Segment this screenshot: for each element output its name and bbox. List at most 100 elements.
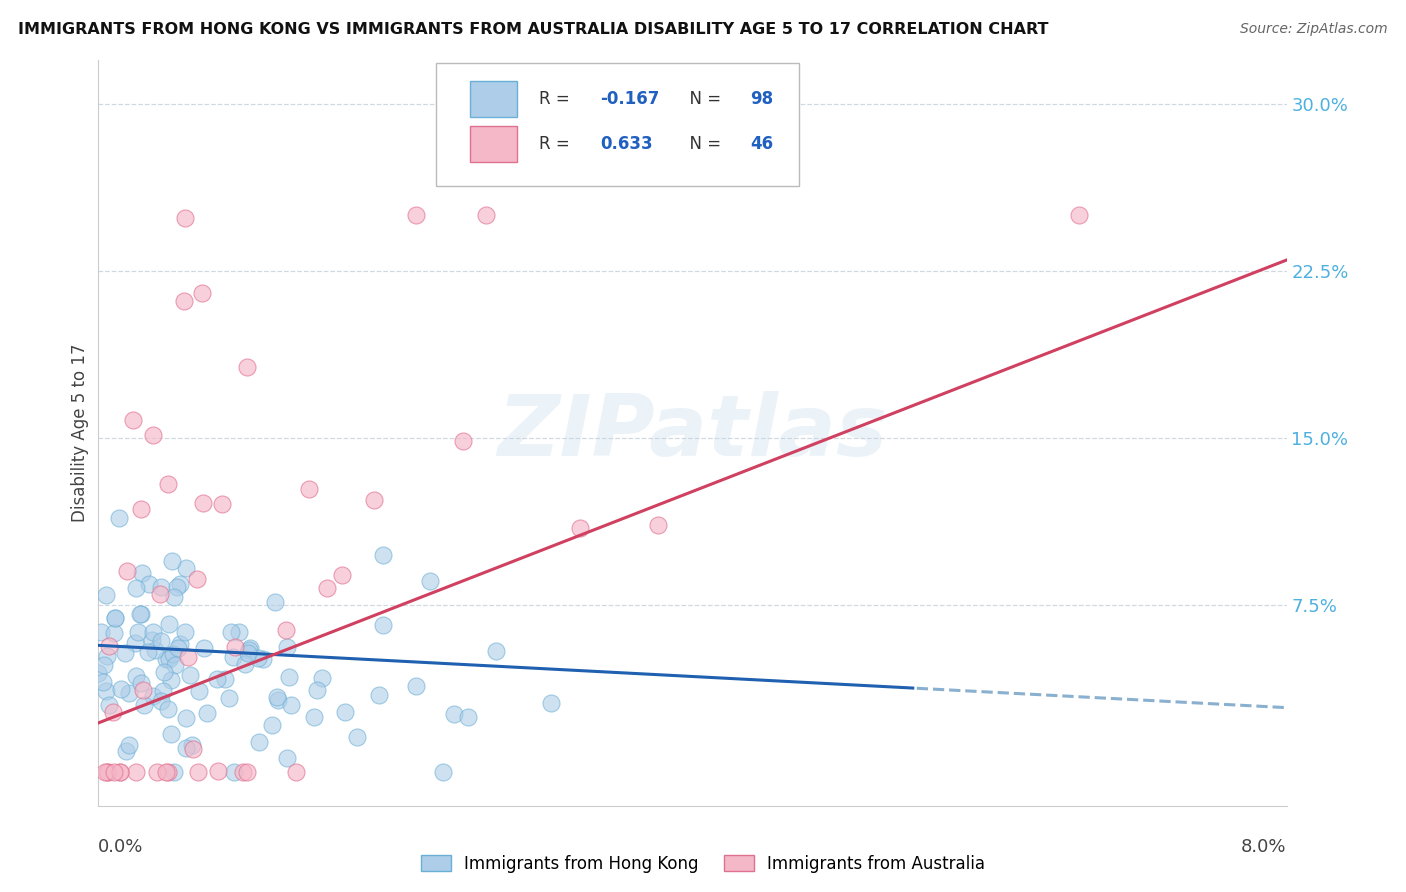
Point: [110, 765, 132, 780]
Point: [174, 711, 197, 725]
Point: [159, 673, 181, 687]
Point: [181, 742, 204, 756]
Point: [647, 517, 669, 532]
Point: [155, 652, 177, 666]
Point: [187, 765, 209, 780]
Point: [96, 765, 118, 780]
Point: [96, 588, 118, 602]
Point: [432, 765, 454, 780]
Point: [330, 568, 353, 582]
Point: [311, 671, 333, 685]
Point: [405, 679, 427, 693]
Point: [181, 738, 204, 752]
Point: [142, 624, 165, 639]
Point: [127, 625, 149, 640]
Point: [97, 765, 120, 780]
Text: IMMIGRANTS FROM HONG KONG VS IMMIGRANTS FROM AUSTRALIA DISABILITY AGE 5 TO 17 CO: IMMIGRANTS FROM HONG KONG VS IMMIGRANTS …: [18, 22, 1049, 37]
Point: [190, 286, 212, 301]
Point: [125, 581, 148, 595]
Point: [141, 633, 163, 648]
Point: [174, 211, 197, 225]
Point: [235, 359, 257, 374]
Point: [264, 594, 287, 608]
Point: [115, 744, 138, 758]
Point: [214, 672, 236, 686]
Point: [150, 633, 173, 648]
Point: [131, 566, 153, 581]
Point: [236, 646, 259, 660]
Point: [157, 652, 180, 666]
Point: [236, 765, 259, 780]
Text: 0.0%: 0.0%: [97, 838, 143, 856]
Point: [97, 640, 120, 654]
Point: [247, 735, 270, 749]
Point: [125, 669, 148, 683]
Point: [274, 623, 297, 637]
Point: [108, 765, 131, 780]
Point: [173, 293, 195, 308]
Point: [280, 698, 302, 713]
Point: [187, 683, 209, 698]
Point: [132, 683, 155, 698]
Point: [443, 707, 465, 722]
Text: -0.167: -0.167: [600, 90, 659, 108]
Point: [122, 413, 145, 427]
Point: [276, 640, 298, 654]
Point: [160, 727, 183, 741]
Point: [149, 587, 172, 601]
Point: [157, 616, 180, 631]
Point: [136, 645, 159, 659]
Point: [94, 684, 117, 698]
Point: [207, 764, 229, 779]
Point: [346, 730, 368, 744]
Point: [218, 691, 240, 706]
Point: [1067, 209, 1090, 223]
Point: [239, 641, 262, 656]
Point: [155, 765, 177, 780]
Point: [260, 718, 283, 732]
Point: [233, 657, 256, 671]
Point: [152, 665, 174, 679]
Point: [124, 765, 146, 780]
Point: [103, 705, 125, 719]
Point: [104, 610, 127, 624]
Point: [247, 650, 270, 665]
Y-axis label: Disability Age 5 to 17: Disability Age 5 to 17: [72, 343, 89, 522]
Point: [103, 625, 125, 640]
Point: [316, 581, 339, 595]
Point: [150, 694, 173, 708]
Text: Source: ZipAtlas.com: Source: ZipAtlas.com: [1240, 22, 1388, 37]
Point: [166, 640, 188, 655]
Point: [219, 624, 242, 639]
Point: [103, 765, 125, 780]
Point: [179, 668, 201, 682]
Point: [108, 510, 131, 524]
Point: [211, 497, 233, 511]
Point: [457, 710, 479, 724]
Point: [266, 690, 288, 705]
Point: [224, 765, 246, 780]
FancyBboxPatch shape: [436, 63, 799, 186]
Point: [238, 643, 260, 657]
Point: [98, 698, 121, 712]
Point: [134, 698, 156, 713]
Point: [118, 738, 141, 752]
Point: [124, 635, 146, 649]
Point: [474, 209, 496, 223]
Point: [143, 642, 166, 657]
Point: [131, 676, 153, 690]
Point: [131, 607, 153, 621]
Point: [232, 765, 254, 780]
Point: [110, 682, 132, 697]
Point: [87, 666, 110, 681]
Point: [169, 577, 191, 591]
Point: [118, 685, 141, 699]
Point: [174, 740, 197, 755]
Point: [302, 710, 325, 724]
Point: [368, 688, 391, 702]
Point: [278, 669, 301, 683]
Point: [174, 625, 197, 640]
Point: [562, 164, 585, 178]
Point: [335, 705, 357, 719]
Point: [156, 765, 179, 780]
